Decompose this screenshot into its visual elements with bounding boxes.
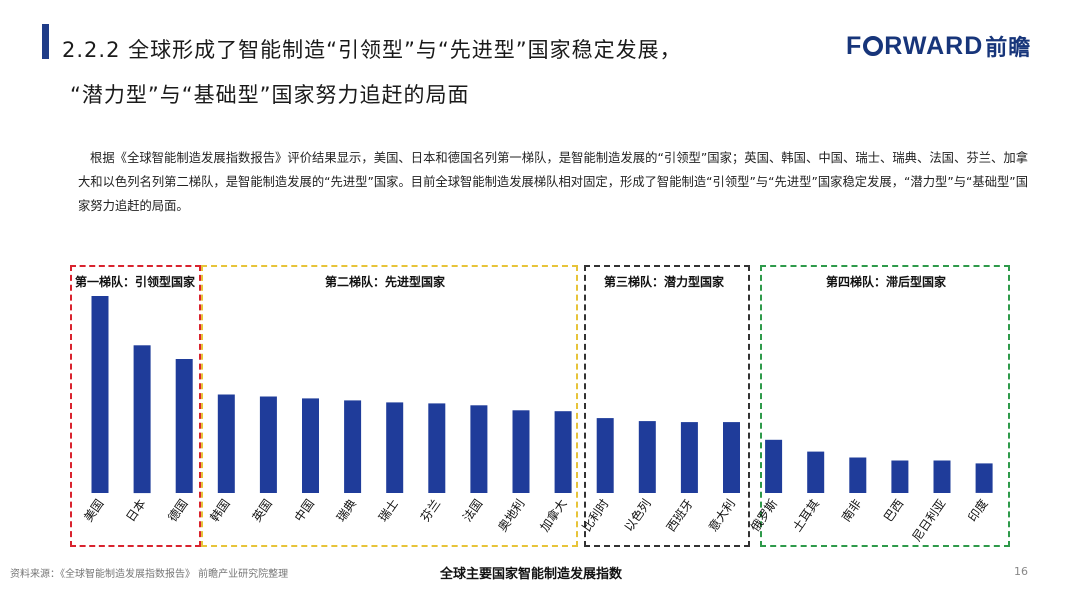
bar-6 bbox=[344, 400, 362, 493]
bar-17 bbox=[807, 451, 825, 493]
bar-16 bbox=[765, 439, 783, 493]
bar-10 bbox=[512, 410, 530, 493]
category-label-15: 意大利 bbox=[705, 496, 738, 534]
bar-20 bbox=[933, 460, 951, 493]
category-label-2: 德国 bbox=[165, 496, 191, 524]
bar-14 bbox=[680, 422, 698, 493]
page-title-line2: “潜力型”与“基础型”国家努力追赶的局面 bbox=[70, 83, 470, 107]
tier-label-advanced: 第二梯队：先进型国家 bbox=[325, 275, 446, 289]
bar-4 bbox=[259, 396, 277, 493]
bar-9 bbox=[470, 405, 488, 493]
page-title: 2.2.2 全球形成了智能制造“引领型”与“先进型”国家稳定发展， “潜力型”与… bbox=[62, 28, 682, 118]
category-label-13: 以色列 bbox=[622, 497, 654, 535]
bar-11 bbox=[554, 411, 572, 493]
logo-text-f: F bbox=[846, 31, 863, 60]
intro-paragraph: 根据《全球智能制造发展指数报告》评价结果显示，美国、日本和德国名列第一梯队，是智… bbox=[78, 151, 1028, 213]
tier-label-lagging: 第四梯队：滞后型国家 bbox=[826, 275, 947, 289]
tier-box-leader bbox=[70, 265, 201, 547]
category-label-21: 印度 bbox=[964, 496, 990, 524]
bar-7 bbox=[386, 402, 404, 493]
bar-1 bbox=[133, 345, 151, 494]
tier-label-potential: 第三梯队：潜力型国家 bbox=[604, 275, 725, 289]
tier-box-potential bbox=[584, 265, 750, 547]
category-label-12: 比利时 bbox=[580, 497, 612, 535]
category-label-6: 瑞典 bbox=[334, 497, 359, 525]
category-label-14: 西班牙 bbox=[664, 497, 696, 535]
category-label-0: 美国 bbox=[81, 497, 106, 525]
bar-18 bbox=[849, 457, 867, 493]
bar-0 bbox=[91, 296, 109, 493]
chart-caption: 全球主要国家智能制造发展指数 bbox=[440, 567, 623, 582]
category-label-20: 尼日利亚 bbox=[909, 497, 948, 544]
bar-3 bbox=[217, 394, 235, 493]
bar-13 bbox=[638, 421, 656, 493]
source-note: 资料来源：《全球智能制造发展指数报告》 前瞻产业研究院整理 bbox=[10, 569, 289, 580]
bar-8 bbox=[428, 403, 446, 493]
logo-ring-icon bbox=[863, 36, 884, 56]
bar-12 bbox=[596, 418, 614, 493]
bar-19 bbox=[891, 460, 909, 493]
category-label-4: 英国 bbox=[250, 497, 275, 525]
bar-2 bbox=[175, 359, 193, 493]
title-accent-bar bbox=[42, 24, 49, 59]
category-label-17: 土耳其 bbox=[790, 497, 822, 535]
category-label-19: 巴西 bbox=[881, 497, 906, 525]
category-label-7: 瑞士 bbox=[376, 497, 401, 525]
bar-15 bbox=[723, 422, 740, 493]
page-number: 16 bbox=[1014, 565, 1028, 578]
category-label-3: 韩国 bbox=[207, 496, 233, 524]
tier-box-lagging bbox=[760, 265, 1010, 547]
bar-21 bbox=[975, 463, 993, 493]
tier-box-advanced bbox=[201, 265, 578, 547]
category-label-9: 法国 bbox=[460, 497, 485, 525]
page-title-line1: 2.2.2 全球形成了智能制造“引领型”与“先进型”国家稳定发展， bbox=[62, 38, 682, 62]
category-label-8: 芬兰 bbox=[418, 497, 443, 525]
forward-logo: F RWARD 前瞻 bbox=[846, 30, 1046, 62]
category-label-5: 中国 bbox=[291, 496, 317, 524]
tier-label-leader: 第一梯队：引领型国家 bbox=[75, 275, 196, 289]
category-label-18: 南非 bbox=[838, 496, 864, 524]
logo-text-cn: 前瞻 bbox=[985, 36, 1032, 61]
category-label-1: 日本 bbox=[123, 497, 148, 525]
bar-5 bbox=[302, 398, 319, 493]
category-label-11: 加拿大 bbox=[537, 496, 570, 534]
logo-text-rward: RWARD bbox=[884, 31, 984, 60]
category-label-16: 俄罗斯 bbox=[748, 497, 780, 535]
category-label-10: 奥地利 bbox=[495, 497, 527, 535]
